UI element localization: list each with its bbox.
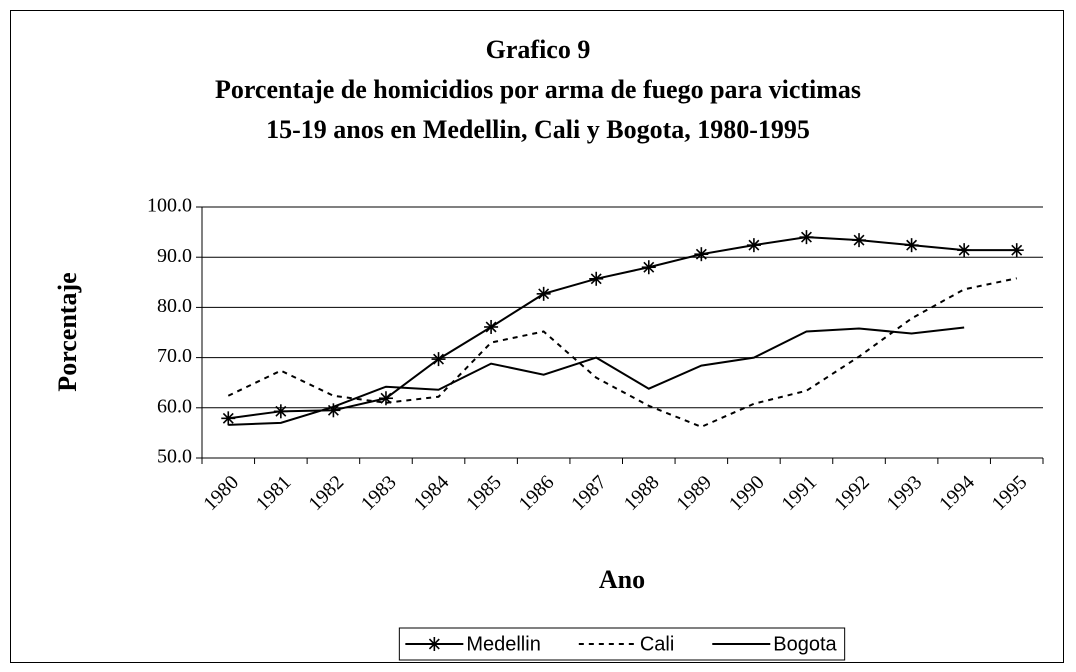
- marker-stroke: [748, 239, 760, 251]
- series-line: [228, 236, 1017, 420]
- point-marker: [852, 233, 867, 248]
- point-marker: [273, 404, 288, 419]
- legend-marker: [427, 637, 442, 651]
- x-tick-label: 1990: [725, 471, 769, 515]
- chart-title: Grafico 9: [485, 35, 591, 64]
- point-marker: [589, 271, 604, 286]
- marker-stroke: [538, 288, 550, 300]
- y-tick-label: 60.0: [157, 395, 192, 417]
- legend-label: Bogota: [773, 633, 837, 655]
- marker-stroke: [380, 392, 392, 404]
- series-line: [227, 277, 1017, 428]
- x-tick-label: 1989: [672, 471, 716, 515]
- marker-stroke: [1011, 244, 1023, 256]
- marker-stroke: [906, 239, 918, 251]
- marker-stroke: [485, 321, 497, 333]
- marker-stroke: [327, 404, 339, 416]
- y-tick-label: 70.0: [157, 345, 192, 367]
- x-tick-label: 1994: [935, 471, 979, 515]
- point-marker: [431, 352, 446, 367]
- x-tick-label: 1991: [777, 471, 821, 515]
- y-axis-title: Porcentaje: [53, 272, 82, 391]
- x-axis-title: Ano: [599, 565, 645, 594]
- point-marker: [641, 260, 656, 275]
- x-tick-label: 1982: [304, 471, 348, 515]
- legend-label: Cali: [640, 633, 674, 655]
- x-tick-label: 1992: [830, 471, 874, 515]
- x-tick-label: 1993: [883, 471, 927, 515]
- marker-stroke: [643, 261, 655, 273]
- series-line: [228, 326, 965, 426]
- titles: Grafico 9 Porcentaje de homicidios por a…: [0, 30, 1076, 150]
- x-tick-label: 1981: [252, 471, 296, 515]
- x-tick-label: 1987: [567, 471, 611, 515]
- point-marker: [957, 243, 972, 258]
- marker-stroke: [695, 248, 707, 260]
- chart-frame: [10, 10, 1064, 663]
- point-marker: [694, 247, 709, 262]
- marker-stroke: [801, 231, 812, 243]
- marker-stroke: [853, 234, 865, 246]
- x-tick-label: 1983: [357, 471, 401, 515]
- x-tick-label: 1995: [988, 471, 1032, 515]
- point-marker: [1009, 243, 1024, 258]
- marker-stroke: [428, 638, 440, 650]
- y-tick-label: 50.0: [157, 446, 192, 468]
- point-marker: [536, 286, 551, 301]
- point-marker: [904, 238, 919, 253]
- chart-subtitle: Porcentaje de homicidios por arma de fue…: [214, 75, 862, 144]
- marker-stroke: [222, 412, 234, 424]
- point-marker: [799, 230, 814, 245]
- x-tick-label: 1985: [462, 471, 506, 515]
- marker-stroke: [275, 405, 287, 417]
- y-tick-label: 80.0: [157, 295, 192, 317]
- point-marker: [746, 238, 761, 253]
- y-tick-label: 90.0: [157, 245, 192, 267]
- x-tick-label: 1986: [515, 471, 559, 515]
- marker-stroke: [433, 353, 444, 365]
- marker-stroke: [958, 244, 970, 256]
- x-tick-label: 1988: [620, 471, 664, 515]
- legend: Medellin Cali Bogota: [398, 627, 846, 661]
- legend-label: Medellin: [466, 633, 540, 655]
- point-marker: [221, 411, 236, 426]
- y-tick-label: 100.0: [147, 195, 192, 217]
- marker-stroke: [590, 273, 602, 285]
- legend-box: [398, 627, 846, 661]
- point-marker: [484, 319, 499, 334]
- x-tick-label: 1980: [199, 471, 243, 515]
- x-tick-label: 1984: [409, 471, 453, 515]
